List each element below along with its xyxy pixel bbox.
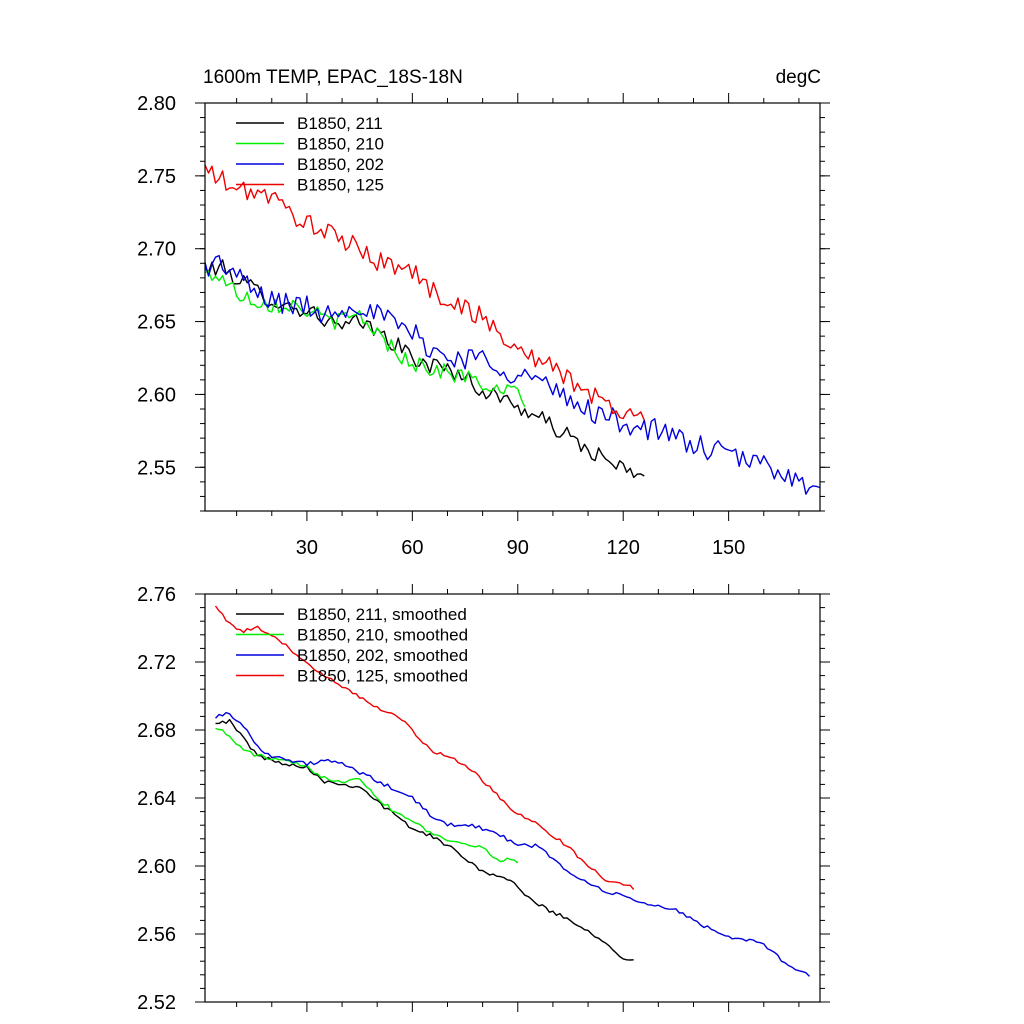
- series-line-4: [214, 605, 635, 891]
- y-tick-label: 2.60: [137, 384, 176, 406]
- y-tick-label: 2.56: [137, 924, 176, 946]
- y-tick-label: 2.52: [137, 992, 176, 1014]
- y-tick-label: 2.72: [137, 652, 176, 674]
- x-tick-label: 90: [507, 537, 529, 559]
- top-axis-ticks: [195, 93, 830, 521]
- bottom-plot-frame: [204, 593, 821, 1003]
- series-line-2: [215, 727, 519, 864]
- x-tick-label: 30: [296, 537, 318, 559]
- bottom-panel: 2.52 2.56 2.60 2.64 2.68 2.72 2.76 B1850, 211,…: [137, 584, 830, 1014]
- legend-label: B1850, 202: [297, 155, 384, 174]
- top-panel: 1600m TEMP, EPAC_18S-18N degC 30 60 90 120 1…: [137, 67, 830, 559]
- series-line-2: [204, 270, 526, 408]
- top-series-group: [204, 164, 821, 495]
- x-tick-label: 120: [607, 537, 640, 559]
- bottom-series-group: [214, 605, 811, 977]
- series-line-4: [204, 164, 645, 421]
- y-tick-label: 2.60: [137, 856, 176, 878]
- x-tick-label: 60: [401, 537, 423, 559]
- legend-label: B1850, 210, smoothed: [297, 626, 468, 645]
- y-tick-label: 2.70: [137, 239, 176, 261]
- y-tick-label: 2.65: [137, 312, 176, 334]
- series-line-3: [204, 254, 821, 495]
- top-chart-units: degC: [776, 67, 821, 88]
- y-tick-label: 2.55: [137, 457, 176, 479]
- y-tick-label: 2.64: [137, 788, 176, 810]
- y-tick-label: 2.76: [137, 584, 176, 606]
- legend-label: B1850, 125, smoothed: [297, 667, 468, 686]
- y-tick-label: 2.75: [137, 166, 176, 188]
- legend-label: B1850, 202, smoothed: [297, 646, 468, 665]
- top-chart-title: 1600m TEMP, EPAC_18S-18N: [203, 67, 463, 88]
- x-tick-label: 150: [712, 537, 745, 559]
- y-tick-label: 2.68: [137, 720, 176, 742]
- bottom-legend: B1850, 211, smoothed B1850, 210, smoothed…: [236, 605, 468, 686]
- series-line-3: [214, 711, 811, 977]
- series-line-1: [215, 718, 634, 961]
- top-axis-tick-labels: 30 60 90 120 150 2.55 2.60 2.65 2.70 2.75 2.80: [137, 93, 745, 559]
- bottom-axis-tick-labels: 2.52 2.56 2.60 2.64 2.68 2.72 2.76: [137, 584, 176, 1014]
- legend-label: B1850, 125: [297, 176, 384, 195]
- legend-label: B1850, 210: [297, 135, 384, 154]
- y-tick-label: 2.80: [137, 93, 176, 115]
- legend-label: B1850, 211, smoothed: [297, 605, 467, 624]
- legend-label: B1850, 211: [297, 114, 383, 133]
- top-plot-frame: [204, 102, 821, 512]
- bottom-axis-ticks: [195, 584, 830, 1012]
